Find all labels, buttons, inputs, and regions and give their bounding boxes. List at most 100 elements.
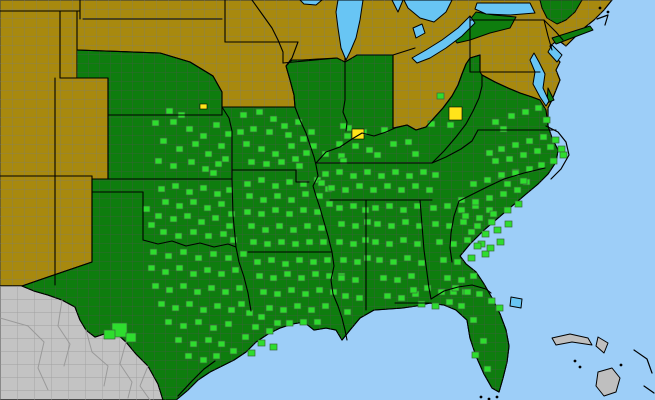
county-present <box>495 304 504 312</box>
county-present <box>436 92 445 100</box>
county-present <box>473 222 482 230</box>
island-abaco <box>595 336 609 354</box>
county-present <box>164 318 173 326</box>
county-present <box>199 356 208 364</box>
county-present <box>197 218 206 226</box>
county-present <box>519 151 528 159</box>
county-present <box>225 186 234 194</box>
island-dots <box>479 6 623 400</box>
county-present <box>147 221 156 229</box>
county-present <box>265 304 274 312</box>
county-present <box>457 206 466 214</box>
county-present <box>341 292 350 300</box>
county-present <box>491 118 500 126</box>
county-present <box>313 318 322 326</box>
county-present <box>217 340 226 348</box>
county-present <box>103 92 568 373</box>
county-present <box>257 176 266 184</box>
county-present <box>229 347 238 355</box>
county-present <box>443 274 452 282</box>
county-present <box>287 286 296 294</box>
county-present <box>174 232 183 240</box>
county-present <box>379 274 388 282</box>
county-present <box>493 226 502 234</box>
county-present <box>307 128 316 136</box>
county-present <box>307 306 316 314</box>
county-present <box>213 190 222 198</box>
county-present <box>411 182 420 190</box>
county-present <box>235 284 244 292</box>
county-present <box>383 292 392 300</box>
county-present <box>204 150 213 158</box>
county-present <box>467 254 476 262</box>
county-present <box>224 320 233 328</box>
county-present <box>265 128 274 136</box>
county-present <box>323 256 332 264</box>
county-present <box>385 240 394 248</box>
county-present <box>287 142 296 150</box>
county-present <box>513 186 522 194</box>
county-present <box>371 238 380 246</box>
county-present <box>449 240 458 248</box>
county-present <box>157 300 166 308</box>
lake-michigan <box>335 0 364 61</box>
county-present <box>217 270 226 278</box>
county-present <box>313 208 322 216</box>
county-present <box>203 204 212 212</box>
county-present <box>413 240 422 248</box>
county-present <box>194 254 203 262</box>
county-present <box>325 272 334 280</box>
county-present <box>227 210 236 218</box>
county-present <box>299 206 308 214</box>
county-present <box>291 155 300 163</box>
county-present <box>174 336 183 344</box>
county-present <box>239 250 248 258</box>
county-present <box>491 157 500 165</box>
county-present <box>263 240 272 248</box>
county-present <box>154 157 163 165</box>
county-present <box>445 222 454 230</box>
county-present <box>193 288 202 296</box>
county-present <box>453 258 462 266</box>
county-present <box>287 196 296 204</box>
county-present <box>299 180 308 188</box>
lake-huron <box>403 0 453 23</box>
county-present <box>503 180 512 188</box>
county-present <box>164 252 173 260</box>
county-present <box>191 140 200 148</box>
county-present <box>245 192 254 200</box>
county-present <box>169 162 178 170</box>
county-present <box>431 302 440 310</box>
county-present <box>209 169 218 177</box>
island-dots <box>479 395 483 399</box>
county-present <box>377 172 386 180</box>
county-present <box>519 177 528 185</box>
county-present <box>237 300 246 308</box>
county-present <box>189 270 198 278</box>
county-present <box>269 343 278 351</box>
county-present <box>471 351 480 359</box>
county-present <box>303 222 312 230</box>
county-present <box>175 145 184 153</box>
county-present <box>335 168 344 176</box>
county-present <box>171 304 180 312</box>
county-present <box>489 210 498 218</box>
county-present <box>212 121 221 129</box>
county-present <box>431 220 440 228</box>
county-present <box>321 170 330 178</box>
lake-superior-tip <box>299 0 323 6</box>
county-present <box>514 200 523 208</box>
county-present <box>443 202 452 210</box>
chesapeake-bay <box>529 52 550 107</box>
county-present <box>285 178 294 186</box>
county-present <box>297 274 306 282</box>
county-present <box>469 316 478 324</box>
county-present <box>497 145 506 153</box>
county-present <box>183 212 192 220</box>
county-present <box>189 198 198 206</box>
county-present <box>349 202 358 210</box>
lake-ontario <box>474 2 536 16</box>
county-present <box>262 160 271 168</box>
county-present <box>224 254 233 262</box>
lake-erie <box>411 15 476 64</box>
